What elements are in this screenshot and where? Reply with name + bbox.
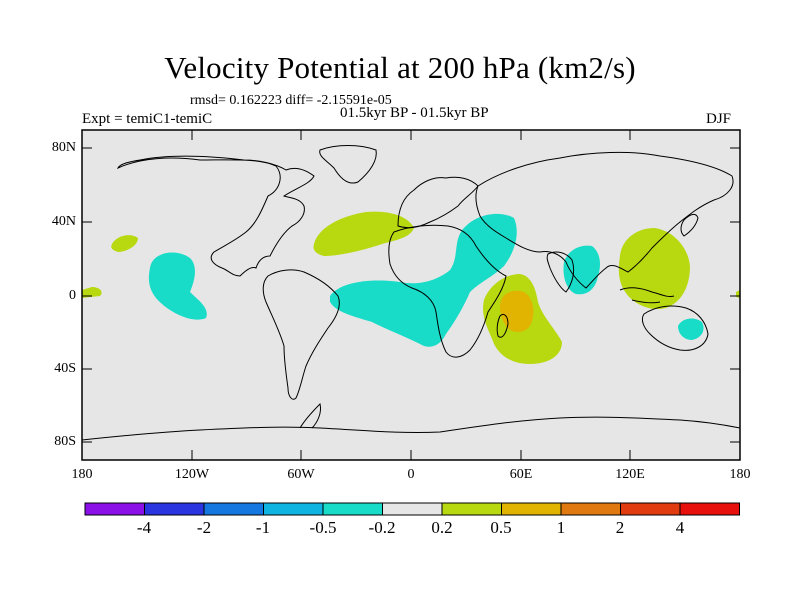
coastline-south-america xyxy=(262,269,340,400)
lon-label: 60W xyxy=(287,467,315,482)
lon-label: 60E xyxy=(509,467,533,482)
coastline-greenland xyxy=(319,145,377,184)
colorbar-label: -4 xyxy=(136,518,152,537)
colorbar-label: 0.5 xyxy=(490,518,512,537)
colorbar-label: 2 xyxy=(615,518,625,537)
lat-label: 40N xyxy=(51,214,76,229)
stats-line: rmsd= 0.162223 diff= -2.15591e-05 xyxy=(190,93,392,108)
negative-anomaly-region xyxy=(678,318,704,340)
positive-anomaly-region xyxy=(111,235,138,252)
negative-anomaly-region xyxy=(330,213,517,347)
colorbar-box xyxy=(144,502,205,516)
season-label: DJF xyxy=(706,111,732,127)
lon-label: 0 xyxy=(407,467,415,482)
positive-anomaly-region xyxy=(82,287,102,298)
coastline-antarctic-peninsula xyxy=(299,403,321,429)
colorbar-box xyxy=(441,502,502,516)
coastline-africa xyxy=(388,224,507,358)
colorbar xyxy=(84,502,740,516)
colorbar-label: 1 xyxy=(556,518,566,537)
positive-anomaly-region xyxy=(313,211,414,256)
experiment-label: Expt = temiC1-temiC xyxy=(82,111,213,127)
lon-label: 120E xyxy=(615,467,645,482)
colorbar-box xyxy=(84,502,145,516)
coastline-north-america xyxy=(116,155,315,277)
coastline-india xyxy=(546,251,575,293)
coastline-madagascar xyxy=(496,313,509,338)
lat-label: 80S xyxy=(54,434,76,449)
colorbar-label: 0.2 xyxy=(431,518,453,537)
colorbar-box xyxy=(501,502,562,516)
colorbar-label: -2 xyxy=(196,518,212,537)
colorbar-box xyxy=(382,502,443,516)
plot-title: Velocity Potential at 200 hPa (km2/s) xyxy=(164,50,636,85)
coastline-australia xyxy=(641,305,709,351)
period-line: 01.5kyr BP - 01.5kyr BP xyxy=(340,105,489,121)
colorbar-label: 4 xyxy=(675,518,685,537)
lat-label: 0 xyxy=(69,288,76,303)
negative-anomaly-region xyxy=(148,252,207,320)
colorbar-box xyxy=(263,502,324,516)
coastline-asia xyxy=(475,151,734,289)
coastline-indonesia xyxy=(619,287,675,304)
colorbar-label: -0.5 xyxy=(309,518,337,537)
coastline-japan xyxy=(680,213,699,237)
coastline-antarctica xyxy=(81,416,741,441)
colorbar-box xyxy=(679,502,740,516)
coastlines xyxy=(81,145,741,441)
positive-anomaly-region xyxy=(618,228,690,310)
lon-label: 180 xyxy=(729,467,751,482)
colorbar-box xyxy=(560,502,621,516)
colorbar-box xyxy=(322,502,383,516)
colorbar-label: -1 xyxy=(255,518,271,537)
colorbar-box xyxy=(203,502,264,516)
lat-label: 80N xyxy=(51,140,76,155)
colorbar-box xyxy=(620,502,681,516)
lon-label: 120W xyxy=(174,467,210,482)
axis-ticks xyxy=(82,130,740,460)
colorbar-label: -0.2 xyxy=(368,518,396,537)
lon-label: 180 xyxy=(71,467,93,482)
lat-label: 40S xyxy=(54,361,76,376)
